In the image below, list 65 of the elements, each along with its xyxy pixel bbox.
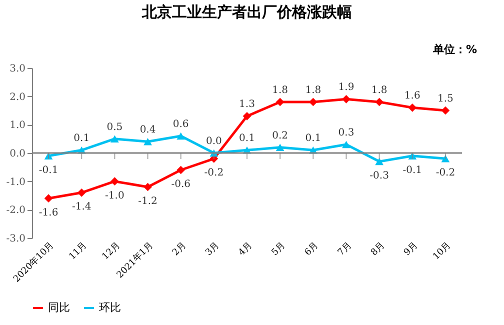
data-label: 1.8 xyxy=(371,85,388,96)
x-tick-label: 6月 xyxy=(303,240,321,258)
y-tick-label: 2.0 xyxy=(10,92,26,103)
y-tick-label: 0.0 xyxy=(10,148,26,160)
data-label: -1.6 xyxy=(38,207,58,218)
data-label: 0.1 xyxy=(74,133,90,144)
data-label: 0.6 xyxy=(172,119,189,130)
x-tick-label: 2月 xyxy=(170,240,188,258)
data-label: -0.6 xyxy=(171,179,190,190)
data-label: 1.8 xyxy=(272,85,288,96)
text: 单位：% xyxy=(432,43,477,56)
y-tick-label: 3.0 xyxy=(10,64,26,74)
x-tick-label: 5月 xyxy=(270,240,288,258)
legend-label: 环比 xyxy=(99,301,121,314)
legend-label: 同比 xyxy=(48,301,70,314)
data-label: 0.2 xyxy=(272,130,288,142)
point xyxy=(375,98,384,106)
data-label: 1.6 xyxy=(404,90,420,102)
point xyxy=(408,103,417,112)
point xyxy=(276,98,284,106)
data-label: 0.3 xyxy=(338,128,354,138)
data-label: 0.1 xyxy=(239,133,255,144)
data-label: 0.0 xyxy=(206,136,222,147)
point xyxy=(276,144,284,151)
point xyxy=(144,138,152,146)
data-label: 0.1 xyxy=(305,133,322,144)
point xyxy=(342,94,350,104)
data-label: 1.3 xyxy=(239,99,255,110)
data-label: -0.3 xyxy=(370,170,389,182)
point xyxy=(242,112,252,120)
point xyxy=(342,140,350,148)
data-label: -0.1 xyxy=(38,164,58,176)
data-label: 1.5 xyxy=(438,94,454,104)
point xyxy=(176,166,186,174)
point xyxy=(176,132,186,140)
y-tick-label: -3.0 xyxy=(6,234,26,244)
point xyxy=(375,158,384,166)
point xyxy=(144,182,152,192)
data-label: -1.2 xyxy=(138,196,158,207)
data-label: 0.4 xyxy=(140,124,156,136)
x-tick-label: 9月 xyxy=(402,240,420,258)
point xyxy=(110,135,119,142)
data-label: 1.9 xyxy=(338,82,354,94)
data-label: 0.5 xyxy=(106,122,123,133)
data-label: 1.8 xyxy=(305,85,322,96)
x-tick-label: 12月 xyxy=(100,240,122,262)
x-tick-label: 8月 xyxy=(369,240,387,258)
y-tick-label: -2.0 xyxy=(6,205,26,216)
x-tick-label: 7月 xyxy=(336,240,354,258)
y-tick-label: 1.0 xyxy=(10,120,26,132)
point xyxy=(77,188,86,197)
data-label: -1.4 xyxy=(72,202,92,213)
y-tick-label: -1.0 xyxy=(6,176,26,188)
point xyxy=(110,177,119,186)
data-label: -0.2 xyxy=(436,168,456,179)
data-label: -1.0 xyxy=(105,190,124,202)
x-tick-label: 4月 xyxy=(237,240,255,258)
point xyxy=(44,194,53,203)
chart-title: 北京工业生产者出厂价格涨跌幅 xyxy=(141,3,352,21)
x-tick-label: 10月 xyxy=(432,240,454,262)
x-tick-label: 3月 xyxy=(204,240,222,258)
x-tick-label: 11月 xyxy=(68,240,90,262)
data-label: -0.2 xyxy=(204,168,224,179)
data-label: -0.1 xyxy=(402,164,422,176)
point xyxy=(441,106,450,115)
